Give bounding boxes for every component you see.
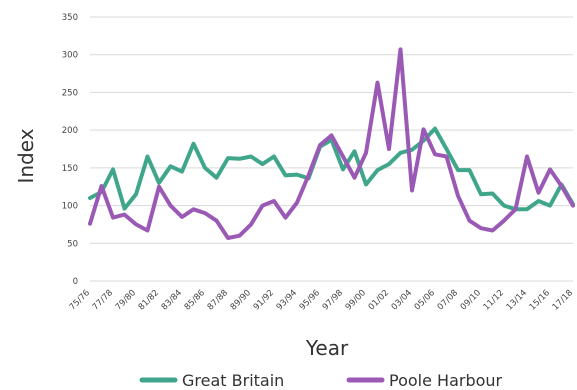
y-tick-label: 150 [62,164,78,174]
x-tick-label: 11/12 [482,288,506,312]
x-tick-label: 01/02 [367,288,391,312]
x-tick-label: 79/80 [114,288,138,312]
y-axis-title: Index [14,128,38,183]
x-tick-label: 99/00 [344,288,368,312]
x-tick-label: 13/14 [505,288,529,312]
legend-label-poole-harbour: Poole Harbour [389,371,503,390]
x-tick-label: 87/88 [206,288,230,312]
y-tick-label: 0 [73,277,78,287]
x-tick-label: 15/16 [528,288,552,312]
x-tick-label: 05/06 [413,288,437,312]
y-tick-label: 250 [62,88,78,98]
x-tick-label: 07/08 [436,288,460,312]
x-tick-label: 09/10 [459,288,483,312]
x-tick-label: 93/94 [275,288,299,312]
y-tick-label: 300 [62,51,78,61]
series-lines [88,47,575,240]
x-tick-label: 81/82 [137,288,161,312]
y-tick-label: 200 [62,126,78,136]
y-tick-label: 100 [62,202,78,212]
x-tick-label: 03/04 [390,288,414,312]
x-tick-label: 91/92 [252,288,276,312]
x-tick-label: 95/96 [298,288,322,312]
x-tick-label: 77/78 [91,288,115,312]
x-tick-label: 17/18 [551,288,575,312]
x-tick-label: 97/98 [321,288,345,312]
x-tick-label: 75/76 [68,288,92,312]
y-tick-label: 50 [67,239,78,249]
gridlines [90,16,573,282]
x-tick-label: 89/90 [229,288,253,312]
legend-label-great-britain: Great Britain [182,371,284,390]
x-tick-label: 83/84 [160,288,184,312]
series-line-poole-harbour [88,47,575,240]
x-axis-tick-labels: 75/7677/7879/8081/8283/8485/8687/8889/90… [68,288,575,312]
x-axis-title: Year [305,336,349,360]
y-tick-label: 350 [62,13,78,23]
series-line-great-britain [88,126,575,212]
legend: Great Britain Poole Harbour [139,371,503,390]
y-axis-tick-labels: 0 50 100 150 200 250 300 350 [62,13,78,287]
x-tick-label: 85/86 [183,288,207,312]
